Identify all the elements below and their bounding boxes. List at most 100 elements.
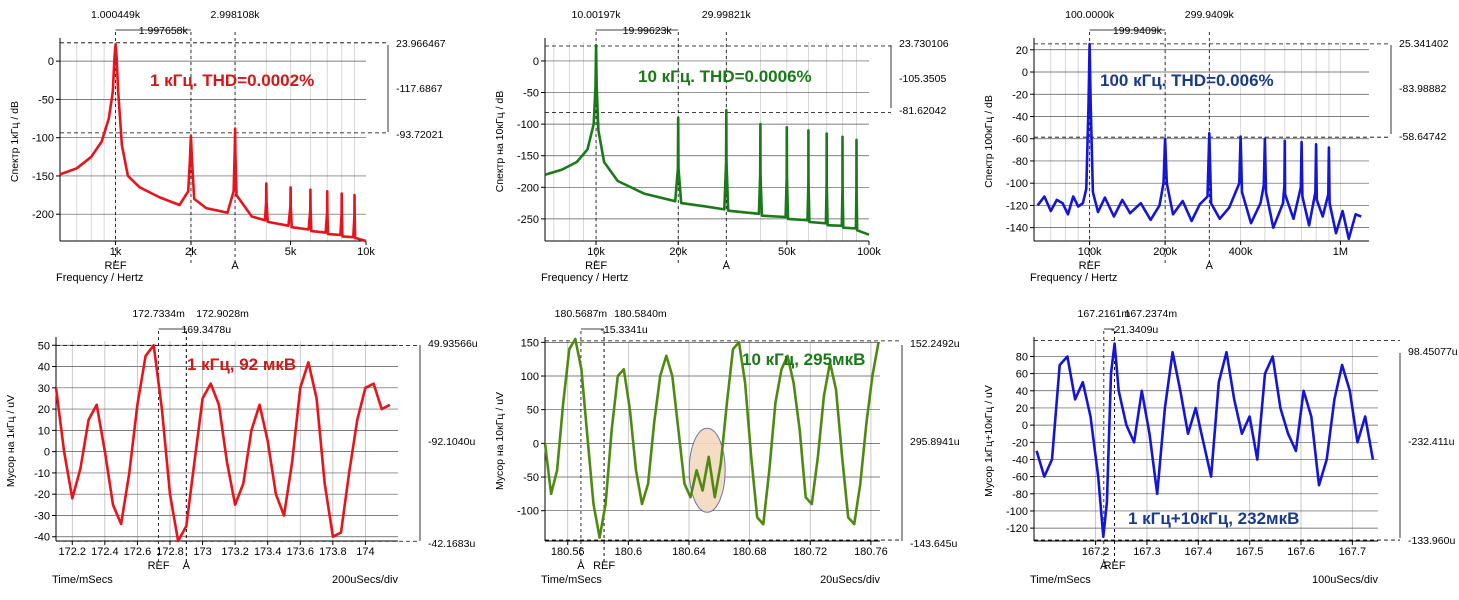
y-tick-label: 50 [527, 405, 539, 417]
y-tick-label: 40 [1016, 386, 1028, 398]
right-readout: 295.8941u [910, 436, 960, 448]
y-tick-label: 20 [1016, 403, 1028, 415]
y-tick-label: 150 [521, 337, 539, 349]
cursor-readout: 29.99821k [702, 9, 752, 21]
marker-ref-label: REF [1079, 260, 1101, 272]
right-readout: -58.64742 [1399, 131, 1446, 143]
y-tick-label: 0 [533, 56, 539, 68]
right-readout: 25.341402 [1399, 38, 1449, 50]
chart-title: 10 кГц. THD=0.0006% [638, 67, 812, 86]
y-axis-label: Мусор на 1кГц / uV [5, 395, 17, 487]
right-readout: -117.6867 [396, 83, 443, 95]
y-tick-label: -30 [34, 510, 50, 522]
x-tick-label: 167.2 [1082, 546, 1110, 558]
x-tick-label: 167.6 [1287, 546, 1315, 558]
series-line [54, 343, 391, 543]
marker-a-label: A [183, 560, 191, 572]
y-tick-label: -100 [32, 133, 54, 145]
right-readout: -93.72021 [396, 129, 443, 141]
y-tick-label: -150 [517, 151, 539, 163]
y-tick-label: 0 [1022, 67, 1028, 79]
cursor-delta-readout: 169.3478u [181, 324, 231, 336]
x-tick-label: 172.4 [91, 546, 119, 558]
x-tick-label: 172.2 [59, 546, 87, 558]
x-tick-label: 180.68 [733, 546, 767, 558]
x-tick-label: 100k [857, 246, 881, 258]
y-tick-label: 20 [1016, 45, 1028, 57]
x-tick-label: 180.56 [551, 546, 585, 558]
x-tick-label: 173.4 [254, 546, 282, 558]
x-axis-label: Time/mSecs [52, 574, 113, 586]
y-axis-label: Мусор на 10кГц / uV [494, 392, 506, 490]
y-axis-label: Спектр 100кГц / dB [983, 95, 995, 188]
x-tick-label: 5k [285, 246, 297, 258]
y-tick-label: -60 [1012, 472, 1028, 484]
x-tick-label: 167.4 [1185, 546, 1213, 558]
y-tick-label: -100 [517, 506, 539, 518]
x-tick-label: 180.76 [854, 546, 888, 558]
right-readout: -232.411u [1408, 436, 1455, 448]
x-tick-label: 173.8 [319, 546, 347, 558]
x-tick-label: 180.64 [672, 546, 706, 558]
x-tick-label: 10k [357, 246, 375, 258]
x-tick-label: 173.6 [287, 546, 315, 558]
y-tick-label: 80 [1016, 351, 1028, 363]
y-tick-label: -80 [1012, 489, 1028, 501]
x-tick-label: 174 [356, 546, 374, 558]
y-axis-label: Спектр 1кГц / dB [9, 101, 21, 182]
marker-a-label: A [231, 260, 239, 272]
x-axis-label: Time/mSecs [541, 574, 602, 586]
cursor-readout: 167.2374m [1125, 308, 1178, 320]
cursor-delta-readout: 199.9409k [1113, 25, 1163, 37]
x-tick-label: 167.3 [1133, 546, 1161, 558]
cursor-readout: 100.0000k [1065, 9, 1115, 21]
x-tick-label: 20k [669, 246, 687, 258]
right-readout: -143.645u [910, 538, 957, 550]
cursor-readout: 1.000449k [91, 9, 141, 21]
x-axis-label: Frequency / Hertz [56, 272, 143, 284]
x-tick-label: 172.8 [156, 546, 184, 558]
x-tick-label: 180.72 [793, 546, 827, 558]
scale-note: 20uSecs/div [820, 574, 880, 586]
series-line [59, 42, 367, 243]
y-tick-label: 60 [1016, 369, 1028, 381]
scale-note: 200uSecs/div [332, 574, 399, 586]
marker-ref-label: REF [593, 560, 615, 572]
cursor-delta-readout: 19.99623k [623, 25, 673, 37]
scale-note: 100uSecs/div [1312, 574, 1379, 586]
right-readout: 152.2492u [910, 338, 960, 350]
chart-panel-1: 0 -50 -100 -150 -200 1k 2k 5k 10k Спектр 1кГц / d… [9, 9, 446, 284]
y-tick-label: -80 [1012, 156, 1028, 168]
y-tick-label: -40 [34, 532, 50, 544]
y-tick-label: 50 [38, 340, 50, 352]
y-tick-label: -150 [32, 171, 54, 183]
marker-a-label: A [1206, 260, 1214, 272]
y-tick-label: -100 [1006, 506, 1028, 518]
x-tick-label: 2k [185, 246, 197, 258]
y-tick-label: 0 [533, 438, 539, 450]
x-tick-label: 173 [193, 546, 211, 558]
y-axis-label: Спектр на 10кГц / dB [494, 91, 506, 193]
right-readout: 23.730106 [899, 38, 949, 50]
y-tick-label: -120 [1006, 523, 1028, 535]
series-line [543, 337, 880, 539]
marker-a-label: A [723, 260, 731, 272]
y-tick-label: -200 [32, 209, 54, 221]
cursor-readout: 172.7334m [132, 308, 185, 320]
cursor-readout: 2.998108k [211, 9, 261, 21]
marker-ref-label: REF [148, 560, 170, 572]
y-tick-label: 0 [48, 56, 54, 68]
y-tick-label: -20 [1012, 437, 1028, 449]
cursor-readout: 180.5687m [555, 308, 608, 320]
cursor-readout: 299.9409k [1185, 9, 1235, 21]
y-tick-label: -10 [34, 468, 50, 480]
x-axis-label: Frequency / Hertz [541, 272, 628, 284]
cursor-readout: 172.9028m [196, 308, 249, 320]
chart-title: 1 кГц+10кГц, 232мкВ [1128, 509, 1299, 528]
right-readout: -83.98882 [1399, 83, 1446, 95]
chart-panel-6: 80 60 40 20 0 -20 -40 -60 -80 -100 -120 167.2 167.3 1… [983, 308, 1458, 586]
x-tick-label: 172.6 [124, 546, 152, 558]
chart-panel-5: 150 100 50 0 -50 -100 180.56 180.6 180.64 180.68 1… [494, 308, 960, 586]
cursor-delta-readout: -15.3341u [600, 324, 647, 336]
